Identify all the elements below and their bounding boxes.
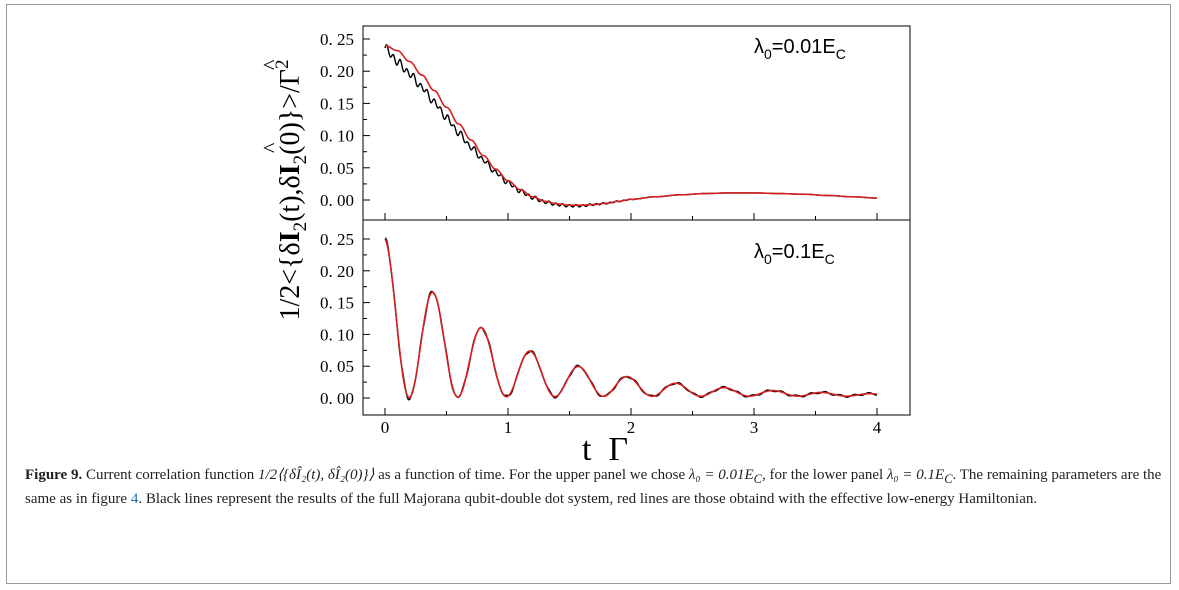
caption-math-lower: λ₀ = 0.1E (886, 467, 945, 483)
upper-y-tick-label: 0. 05 (320, 159, 354, 178)
upper-annotation-lambda: λ (754, 36, 764, 58)
upper-y-tick-label: 0. 20 (320, 62, 354, 81)
x-tick-label: 0 (381, 418, 390, 437)
lower-panel-ticks: 0. 00 0. 05 0. 10 0. 15 0. 20 0. 25 0 1 2 3 4 (320, 230, 882, 437)
upper-y-tick-label: 0. 15 (320, 94, 354, 113)
upper-panel-ticks: 0. 00 0. 05 0. 10 0. 15 0. 20 0. 25 (320, 30, 878, 220)
lower-red-line (384, 238, 878, 399)
y-axis-label: 1/2<{δI2(t),δI2(0)}>/Γ2 (272, 60, 311, 321)
upper-annotation-eq: =0.01E (772, 36, 836, 58)
lower-annotation-lambda: λ (754, 241, 764, 263)
caption-sub-c2: C (944, 472, 953, 486)
lower-annotation-sub0: 0 (764, 251, 772, 267)
x-axis-label: t Γ (582, 431, 628, 460)
lower-panel-annotation: λ0=0.1EC (754, 241, 835, 267)
upper-panel-annotation: λ0=0.01EC (754, 36, 846, 62)
lower-y-tick-label: 0. 20 (320, 262, 354, 281)
lower-y-tick-label: 0. 15 (320, 294, 354, 313)
upper-y-tick-label: 0. 10 (320, 127, 354, 146)
lower-annotation-subc: C (825, 251, 835, 267)
caption-text-5: . Black lines represent the results of t… (138, 491, 1038, 507)
y-label-hat-1: ^ (258, 142, 283, 153)
caption-figure-link[interactable]: 4 (130, 491, 139, 507)
upper-red-line (384, 44, 878, 206)
upper-panel-lines (384, 44, 878, 208)
lower-y-tick-label: 0. 00 (320, 389, 354, 408)
caption-sub-c1: C (753, 472, 762, 486)
lower-y-tick-label: 0. 05 (320, 357, 354, 376)
caption-text-2: as a function of time. For the upper pan… (374, 467, 689, 483)
lower-y-tick-label: 0. 10 (320, 325, 354, 344)
caption-text-4: . The remaining parameters are the same … (25, 467, 1162, 507)
lower-annotation-eq: =0.1E (772, 241, 825, 263)
x-tick-label: 1 (504, 418, 513, 437)
upper-y-tick-label: 0. 00 (320, 191, 354, 210)
caption-math-upper: λ₀ = 0.01E (688, 467, 754, 483)
figure-caption: Figure 9. Current correlation function 1… (25, 465, 1165, 509)
y-label-hat-2: ^ (258, 59, 283, 70)
upper-annotation-subc: C (836, 46, 846, 62)
upper-y-tick-label: 0. 25 (320, 30, 354, 49)
upper-black-line (384, 44, 878, 208)
x-tick-label: 4 (873, 418, 882, 437)
caption-text-3: , for the lower panel (761, 467, 887, 483)
lower-panel-lines (384, 237, 878, 401)
upper-annotation-sub0: 0 (764, 46, 772, 62)
figure-frame: 0. 00 0. 05 0. 10 0. 15 0. 20 0. 25 0. 00 0. 0… (6, 4, 1171, 584)
lower-y-tick-label: 0. 25 (320, 230, 354, 249)
x-tick-label: 2 (627, 418, 636, 437)
caption-label: Figure 9. (25, 467, 83, 483)
lower-panel-frame (362, 219, 911, 416)
caption-text-1: Current correlation function (82, 467, 258, 483)
figure-plot: 0. 000. 050. 100. 150. 200. 25 0. 000. 0… (258, 25, 911, 460)
x-tick-label: 3 (750, 418, 759, 437)
caption-math-corr: 1/2⟨{δÎ₂(t), δÎ₂(0)}⟩ (258, 467, 375, 483)
